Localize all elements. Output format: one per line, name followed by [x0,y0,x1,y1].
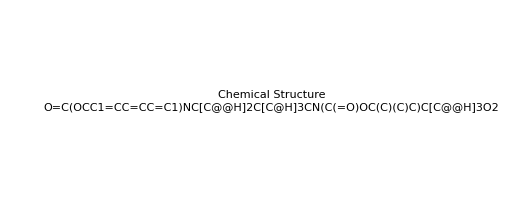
Text: Chemical Structure
O=C(OCC1=CC=CC=C1)NC[C@@H]2C[C@H]3CN(C(=O)OC(C)(C)C)C[C@@H]3O: Chemical Structure O=C(OCC1=CC=CC=C1)NC[… [44,90,499,112]
